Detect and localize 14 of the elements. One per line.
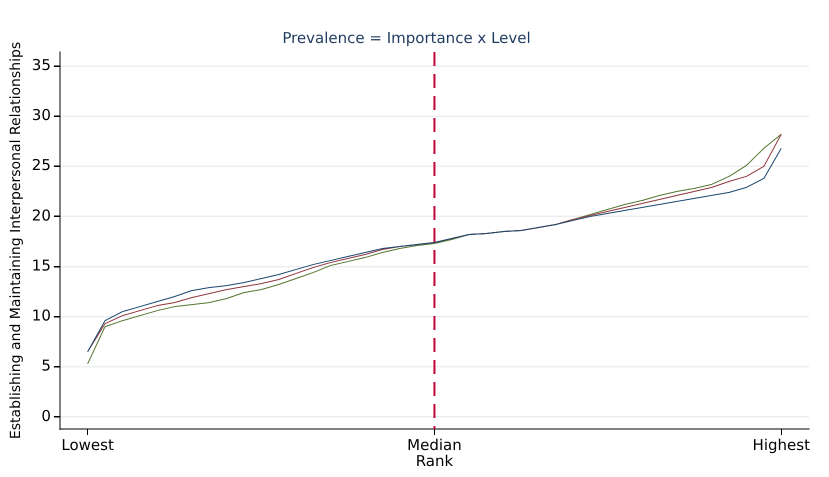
y-tick-label: 20 <box>32 206 51 224</box>
y-tick-label: 35 <box>32 56 51 74</box>
y-axis-title: Establishing and Maintaining Interpersonal Relationships <box>8 42 24 440</box>
y-tick-label: 30 <box>32 106 51 124</box>
y-tick-label: 10 <box>32 306 51 325</box>
y-tick-label: 5 <box>41 356 51 375</box>
x-tick-label: Median <box>407 436 462 454</box>
x-tick-label: Lowest <box>61 436 114 454</box>
x-tick-label: Highest <box>752 436 810 454</box>
x-axis-title: Rank <box>416 452 454 470</box>
y-tick-label: 15 <box>32 256 51 274</box>
chart-title: Prevalence = Importance x Level <box>282 28 531 47</box>
y-tick-label: 25 <box>32 156 51 174</box>
y-tick-label: 0 <box>41 406 51 425</box>
